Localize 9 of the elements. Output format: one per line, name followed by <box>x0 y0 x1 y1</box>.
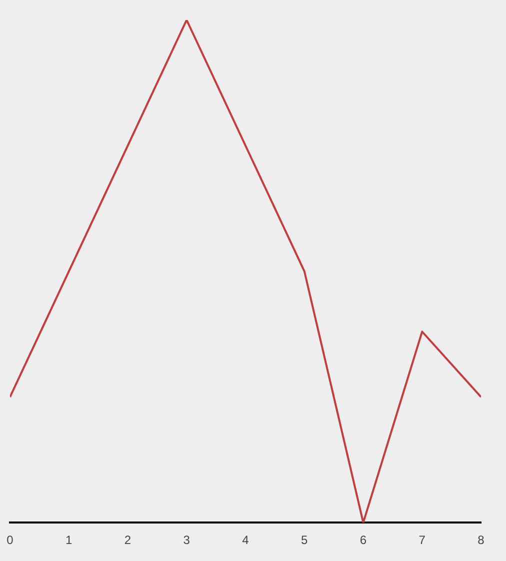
x-tick-label: 4 <box>242 533 250 548</box>
x-tick-label: 2 <box>124 533 132 548</box>
x-tick-label: 5 <box>301 533 308 548</box>
x-tick-label: 6 <box>360 533 367 548</box>
x-tick-label: 3 <box>183 533 190 548</box>
x-tick-label: 7 <box>418 533 426 548</box>
x-tick-label: 8 <box>478 533 485 548</box>
x-tick-label: 1 <box>66 533 73 548</box>
x-tick-label: 0 <box>6 533 14 548</box>
